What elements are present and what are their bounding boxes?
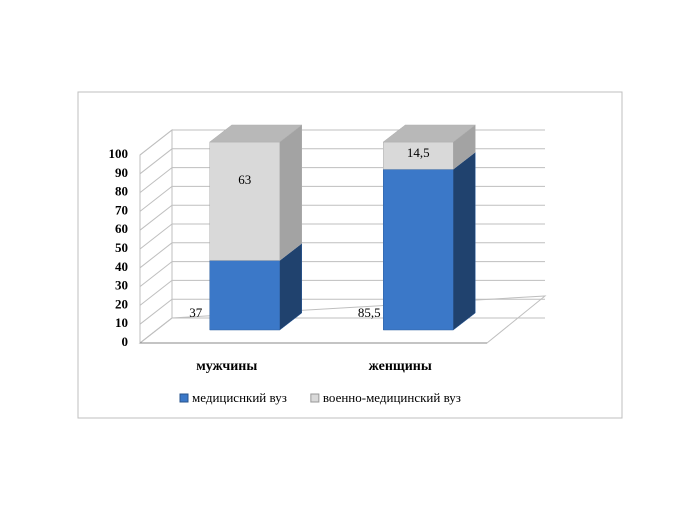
y-tick-label: 50 (115, 240, 128, 255)
legend-swatch (179, 393, 189, 403)
bar-top (209, 124, 303, 143)
data-label: 85,5 (358, 305, 381, 320)
y-tick-label: 100 (109, 146, 129, 161)
bar-front (209, 141, 280, 261)
y-tick-label: 90 (115, 165, 128, 180)
bar-segment (383, 151, 476, 331)
bar-front (383, 169, 454, 331)
y-tick-label: 10 (115, 315, 128, 330)
bar-top (382, 124, 476, 143)
bar-side (279, 124, 302, 261)
data-label: 14,5 (407, 145, 430, 160)
legend-label: военно-медицинский вуз (323, 390, 461, 405)
y-tick-label: 0 (122, 334, 129, 349)
y-tick-label: 40 (115, 259, 128, 274)
y-tick-label: 60 (115, 221, 128, 236)
y-tick-label: 80 (115, 184, 128, 199)
legend-swatch (310, 393, 320, 403)
legend-label: медициснкий вуз (192, 390, 287, 405)
x-tick-label: мужчины (196, 359, 257, 374)
bar-segment (209, 242, 302, 331)
bar-side (453, 151, 476, 331)
y-tick-label: 20 (115, 296, 128, 311)
y-tick-label: 70 (115, 202, 128, 217)
bar-segment (382, 124, 476, 170)
bar-segment (209, 124, 303, 261)
data-label: 37 (189, 305, 203, 320)
bar-front (209, 260, 280, 331)
chart-frame (77, 91, 623, 419)
x-tick-label: женщины (369, 359, 432, 374)
data-label: 63 (238, 172, 251, 187)
y-tick-label: 30 (115, 278, 128, 293)
